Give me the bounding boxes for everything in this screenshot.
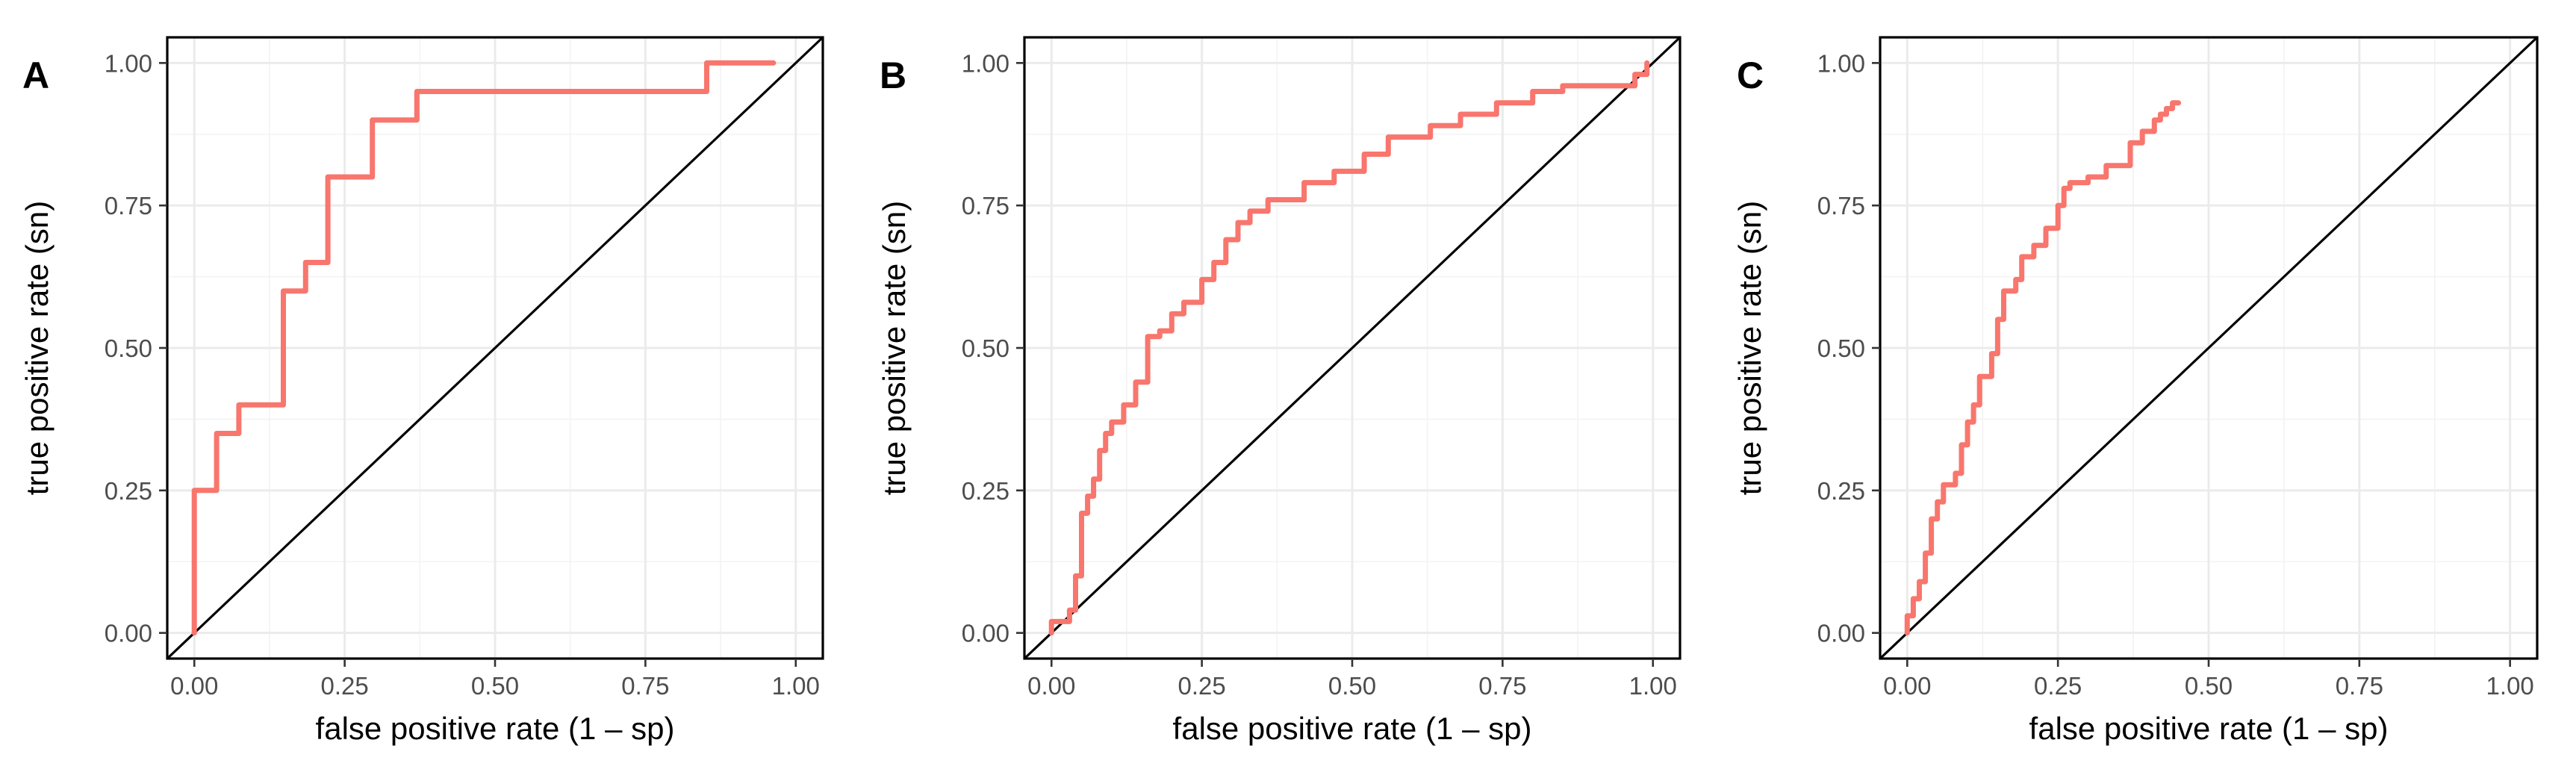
y-tick-label: 0.50 (962, 335, 1009, 362)
reference-diagonal-line (1023, 36, 1681, 660)
y-tick-label: 0.75 (105, 192, 152, 220)
x-tick-label: 0.00 (170, 672, 218, 700)
roc-curve-line (1048, 60, 1650, 636)
x-axis-title: false positive rate (1 – sp) (1173, 711, 1532, 746)
grid (167, 37, 823, 659)
panel-letter: C (1737, 55, 1764, 96)
x-tick-label: 0.25 (321, 672, 369, 700)
y-tick-label: 1.00 (105, 49, 152, 77)
roc-panel-b: 0.00 0.25 0.50 0.75 1.00 0.00 0.25 0.50 0.75 1.00… (877, 36, 1681, 746)
x-tick-label: 0.25 (1178, 672, 1226, 700)
x-tick-label: 1.00 (2486, 672, 2534, 700)
x-tick-label: 1.00 (1629, 672, 1677, 700)
reference-diagonal-line (166, 36, 824, 660)
y-tick-label: 0.00 (962, 620, 1009, 647)
y-tick-label: 0.25 (962, 477, 1009, 505)
y-tick-label: 0.75 (1817, 192, 1865, 220)
y-tick-label: 0.50 (1817, 335, 1865, 362)
y-tick-label: 1.00 (1817, 49, 1865, 77)
y-tick-label: 1.00 (962, 49, 1009, 77)
x-tick-label: 0.00 (1027, 672, 1075, 700)
y-tick-label: 0.00 (105, 620, 152, 647)
roc-curve-line (191, 60, 777, 636)
y-tick-label: 0.25 (105, 477, 152, 505)
y-axis-title: true positive rate (sn) (1732, 201, 1767, 496)
x-tick-label: 0.50 (2185, 672, 2233, 700)
reference-diagonal-line (1879, 36, 2539, 660)
x-tick-label: 0.75 (2336, 672, 2383, 700)
y-tick-label: 0.50 (105, 335, 152, 362)
x-tick-label: 0.00 (1883, 672, 1931, 700)
roc-panel-a: 0.00 0.25 0.50 0.75 1.00 0.00 0.25 0.50 0.75 1.00… (19, 36, 824, 746)
x-tick-label: 0.75 (1478, 672, 1526, 700)
y-axis-title: true positive rate (sn) (877, 201, 912, 496)
x-tick-label: 1.00 (772, 672, 820, 700)
y-tick-label: 0.25 (1817, 477, 1865, 505)
y-axis-title: true positive rate (sn) (19, 201, 55, 496)
x-tick-label: 0.75 (621, 672, 669, 700)
x-axis-title: false positive rate (1 – sp) (316, 711, 675, 746)
panel-letter: B (880, 55, 906, 96)
x-tick-label: 0.50 (1328, 672, 1376, 700)
grid (1880, 37, 2537, 659)
x-tick-label: 0.50 (471, 672, 519, 700)
roc-panel-c: 0.00 0.25 0.50 0.75 1.00 0.00 0.25 0.50 0.75 1.00… (1732, 36, 2539, 746)
x-tick-label: 0.25 (2034, 672, 2082, 700)
y-tick-label: 0.75 (962, 192, 1009, 220)
roc-curve-line (1904, 100, 2182, 636)
panel-letter: A (22, 55, 49, 96)
x-axis-title: false positive rate (1 – sp) (2029, 711, 2389, 746)
y-tick-label: 0.00 (1817, 620, 1865, 647)
